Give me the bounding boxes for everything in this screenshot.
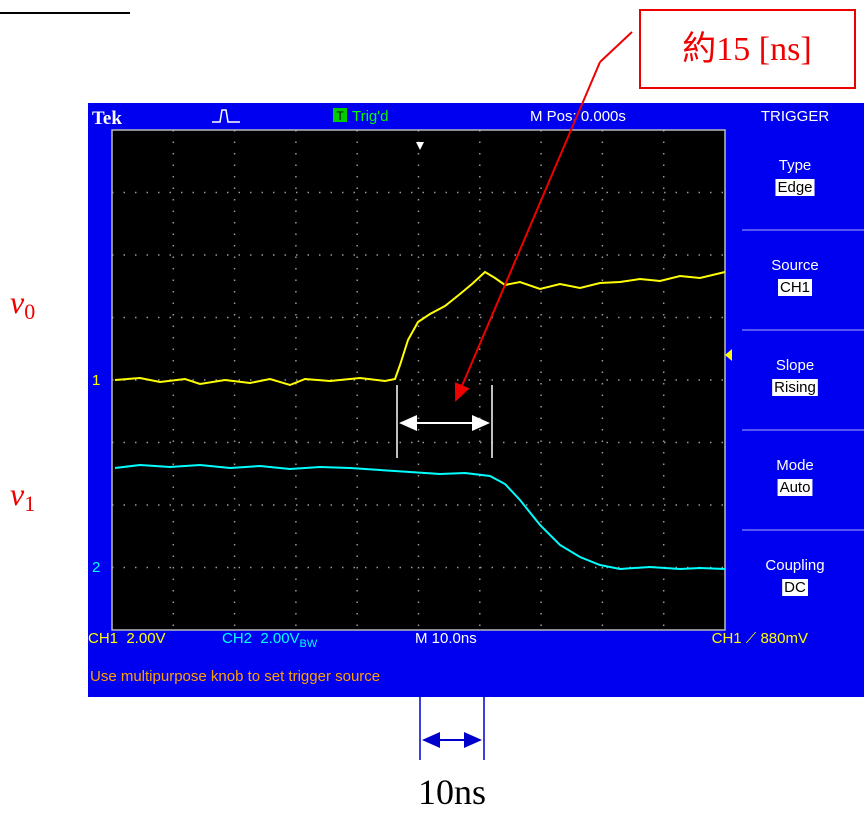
menu-value: Auto [780,479,811,496]
leader [600,32,632,62]
menu-label: Coupling [765,557,824,574]
menu-value: DC [784,579,806,596]
v0-base: v [10,284,25,320]
menu-label: Mode [776,457,814,474]
scale-label: 10ns [418,772,486,812]
menu-value: Edge [777,179,812,196]
menu-label: Source [771,257,819,274]
ch2-marker: 2 [92,559,100,576]
v1-base: v [10,476,25,512]
menu-value: CH1 [780,279,810,296]
menu-title: TRIGGER [761,108,830,125]
trig-icon: T [336,109,344,123]
ch1-scale: CH1 2.00V [88,630,166,647]
brand: Tek [92,108,122,129]
position: M Pos: 0.000s [530,108,626,125]
v1-sub: 1 [24,491,35,516]
bw: BW [300,638,318,650]
ch1-marker: 1 [92,372,100,389]
v0-sub: 0 [24,299,35,324]
v1-label: v1 [10,476,35,516]
graticule [112,130,725,630]
menu-value: Rising [774,379,816,396]
page: 1 2 Tek T Trig'd M Pos: 0.000s TRIGGER T… [0,0,864,815]
menu-label: Slope [776,357,814,374]
timebase: M 10.0ns [415,630,477,647]
ch2-volts: CH2 2.00V [222,630,300,647]
trigger-setting: CH1 ⟋ 880mV [712,630,808,647]
delay-label: 約15 [ns] [682,30,811,68]
v0-label: v0 [10,284,35,324]
trigger-status: Trig'd [352,108,388,125]
message: Use multipurpose knob to set trigger sou… [90,668,380,685]
menu-label: Type [779,157,812,174]
